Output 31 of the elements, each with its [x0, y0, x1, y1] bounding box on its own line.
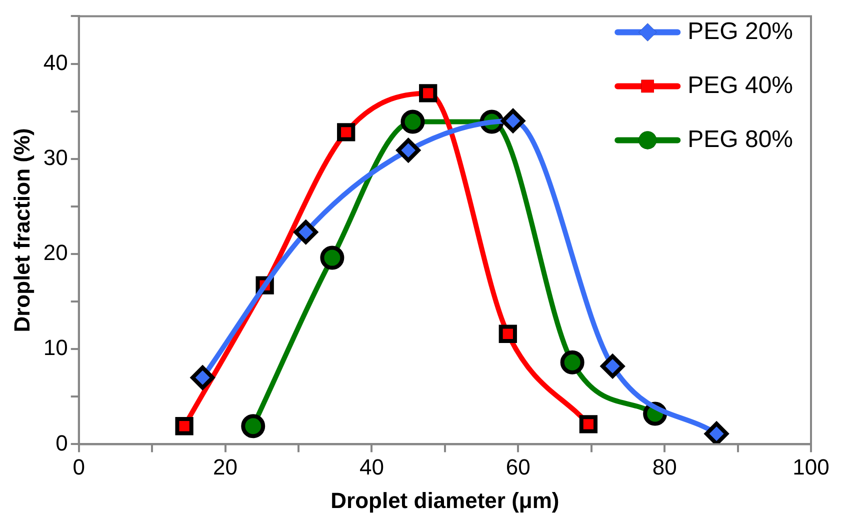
y-tick-label: 40 [43, 50, 68, 75]
x-tick-label: 80 [652, 454, 677, 480]
point [498, 324, 517, 343]
x-tick-label: 20 [213, 454, 238, 480]
point [579, 415, 598, 434]
x-tick-label: 60 [506, 454, 530, 480]
point [704, 422, 729, 444]
x-axis-title: Droplet diameter (μm) [330, 488, 560, 513]
point [175, 417, 194, 436]
point [560, 350, 584, 374]
legend-label: PEG 40% [688, 72, 794, 99]
x-tick-label: 0 [72, 454, 85, 480]
point [400, 110, 425, 134]
legend-label: PEG 80% [688, 126, 794, 153]
point [190, 366, 215, 390]
point [337, 123, 356, 142]
point [501, 108, 526, 133]
point [600, 354, 625, 378]
y-tick-label: 30 [43, 144, 68, 170]
point [320, 246, 344, 270]
x-tick-label: 40 [359, 454, 384, 480]
y-axis-title: Droplet fraction (%) [9, 128, 34, 332]
y-tick-label: 0 [56, 430, 68, 456]
point [241, 414, 266, 438]
point [419, 84, 438, 102]
x-tick-label: 100 [792, 454, 830, 480]
point [396, 138, 420, 162]
point [294, 220, 318, 244]
y-tick-label: 20 [43, 240, 68, 266]
legend-label: PEG 20% [688, 18, 794, 45]
y-tick-label: 10 [43, 335, 68, 360]
